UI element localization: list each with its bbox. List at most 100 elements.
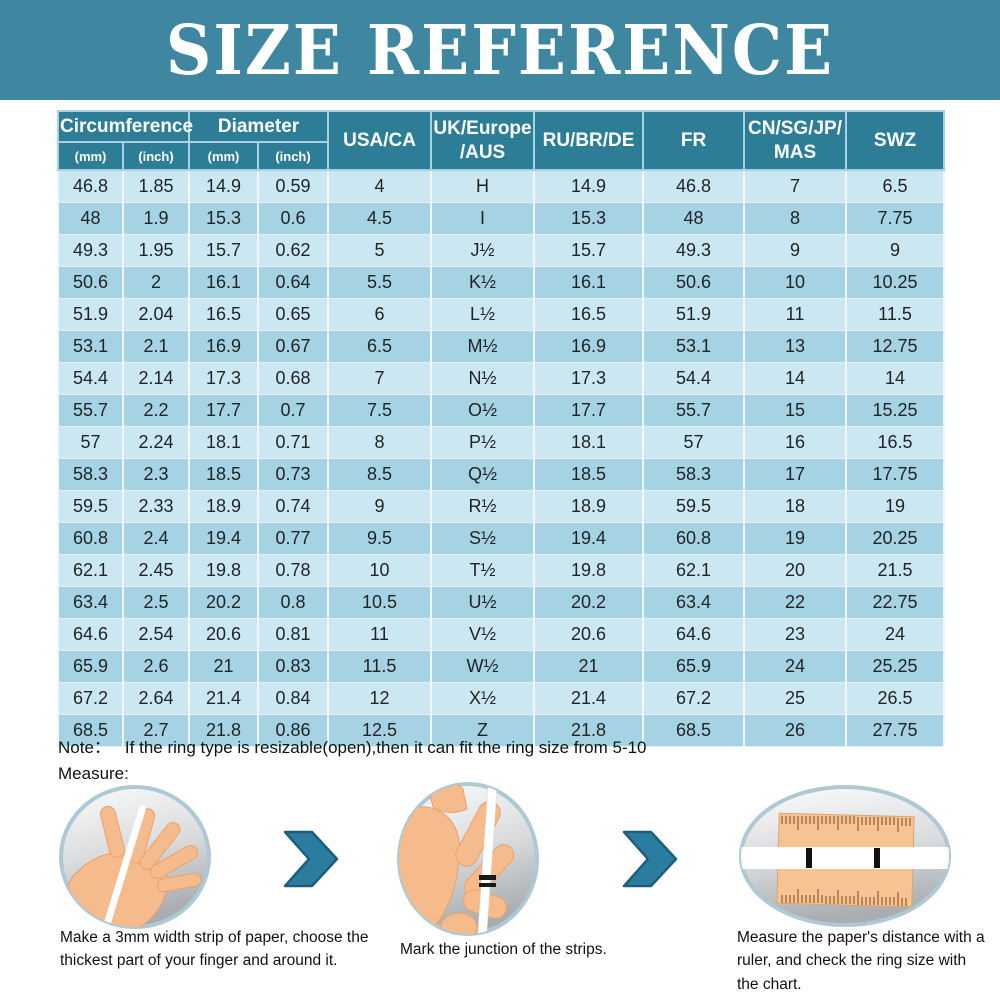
table-cell: 2.5 [122,586,190,619]
table-cell: 20.2 [188,586,259,619]
ruler-measure-illustration [739,785,951,927]
table-row: 46.8 1.85 14.9 0.59 4 H 14.9 46.8 7 6.5 [57,169,946,203]
table-cell: 54.4 [642,362,746,395]
table-row: 55.7 2.2 17.7 0.7 7.5 O½ 17.7 55.7 15 15.25 [57,394,946,427]
table-cell: X½ [430,682,536,715]
table-cell: 0.84 [256,682,330,715]
table-cell: 16.5 [188,298,259,331]
table-cell: 16.1 [188,266,259,299]
table-cell: 0.62 [256,234,330,267]
table-row: 48 1.9 15.3 0.6 4.5 I 15.3 48 8 7.75 [57,202,946,235]
table-cell: 2.24 [122,426,190,459]
table-cell: 57 [642,426,746,459]
table-cell: 16.5 [845,426,946,459]
measure-label: Measure: [58,764,129,783]
table-row: 50.6 2 16.1 0.64 5.5 K½ 16.1 50.6 10 10.25 [57,266,946,299]
table-cell: 2.3 [122,458,190,491]
table-row: 49.3 1.95 15.7 0.62 5 J½ 15.7 49.3 9 9 [57,234,946,267]
table-cell: 68.5 [57,714,124,747]
arrow-right-icon [283,830,339,888]
table-cell: 64.6 [642,618,746,651]
arrow-right-icon [622,830,678,888]
table-cell: 2.2 [122,394,190,427]
table-cell: Z [430,714,536,747]
table-cell: 14 [845,362,946,395]
table-cell: 0.81 [256,618,330,651]
table-cell: 48 [642,202,746,235]
page-title: SIZE REFERENCE [165,10,835,90]
table-cell: 0.64 [256,266,330,299]
table-cell: M½ [430,330,536,363]
hand-strip-illustration [59,785,211,929]
table-body: 46.8 1.85 14.9 0.59 4 H 14.9 46.8 7 6.5 48 1.9 15.3 0… [57,169,946,747]
table-row: 64.6 2.54 20.6 0.81 11 V½ 20.6 64.6 23 24 [57,618,946,651]
table-row: 68.5 2.7 21.8 0.86 12.5 Z 21.8 68.5 26 27.75 [57,714,946,747]
table-cell: 18.9 [188,490,259,523]
table-cell: 5 [327,234,433,267]
table-cell: 15.3 [533,202,645,235]
table-row: 54.4 2.14 17.3 0.68 7 N½ 17.3 54.4 14 14 [57,362,946,395]
table-cell: K½ [430,266,536,299]
table-cell: 58.3 [642,458,746,491]
step1-caption: Make a 3mm width strip of paper, choose … [60,929,369,970]
table-cell: 22 [743,586,848,619]
table-cell: 22.75 [845,586,946,619]
table-cell: 18.5 [533,458,645,491]
table-cell: 49.3 [642,234,746,267]
table-cell: 10 [743,266,848,299]
table-cell: 11.5 [327,650,433,683]
table-cell: 0.6 [256,202,330,235]
note-text: If the ring type is resizable(open),then… [124,738,647,757]
table-row: 59.5 2.33 18.9 0.74 9 R½ 18.9 59.5 18 19 [57,490,946,523]
table-cell: 16.1 [533,266,645,299]
table-cell: 11 [743,298,848,331]
table-cell: 46.8 [57,169,124,203]
table-cell: 18 [743,490,848,523]
table-cell: 63.4 [642,586,746,619]
table-cell: 0.83 [256,650,330,683]
table-cell: Q½ [430,458,536,491]
table-cell: 0.7 [256,394,330,427]
table-cell: 53.1 [642,330,746,363]
table-cell: 16.9 [533,330,645,363]
table-cell: 11 [327,618,433,651]
table-row: 53.1 2.1 16.9 0.67 6.5 M½ 16.9 53.1 13 12.75 [57,330,946,363]
table-cell: 21.8 [533,714,645,747]
table-cell: 0.77 [256,522,330,555]
table-cell: 65.9 [57,650,124,683]
table-cell: 62.1 [642,554,746,587]
table-cell: 54.4 [57,362,124,395]
table-cell: 21 [533,650,645,683]
table-cell: 7 [327,362,433,395]
table-cell: 19.4 [188,522,259,555]
table-cell: 8.5 [327,458,433,491]
table-cell: 20.6 [533,618,645,651]
table-cell: 13 [743,330,848,363]
table-cell: 2.54 [122,618,190,651]
table-cell: 0.74 [256,490,330,523]
table-cell: 0.86 [256,714,330,747]
table-cell: 64.6 [57,618,124,651]
table-cell: H [430,169,536,203]
table-cell: 15.7 [533,234,645,267]
table-cell: 23 [743,618,848,651]
table-cell: 19.8 [188,554,259,587]
table-cell: 55.7 [57,394,124,427]
step2-caption: Mark the junction of the strips. [400,941,607,958]
table-cell: 2.7 [122,714,190,747]
table-row: 65.9 2.6 21 0.83 11.5 W½ 21 65.9 24 25.25 [57,650,946,683]
table-cell: 10.25 [845,266,946,299]
table-cell: 2.6 [122,650,190,683]
table-cell: 14.9 [533,169,645,203]
table-cell: 58.3 [57,458,124,491]
table-cell: 4 [327,169,433,203]
table-cell: 5.5 [327,266,433,299]
table-cell: 15.3 [188,202,259,235]
table-cell: 16.5 [533,298,645,331]
header-ru-br-de: RU/BR/DE [533,110,645,171]
table-cell: 1.85 [122,169,190,203]
table-cell: 17.3 [188,362,259,395]
table-cell: 2.33 [122,490,190,523]
table-cell: 6.5 [845,169,946,203]
table-cell: 12.75 [845,330,946,363]
